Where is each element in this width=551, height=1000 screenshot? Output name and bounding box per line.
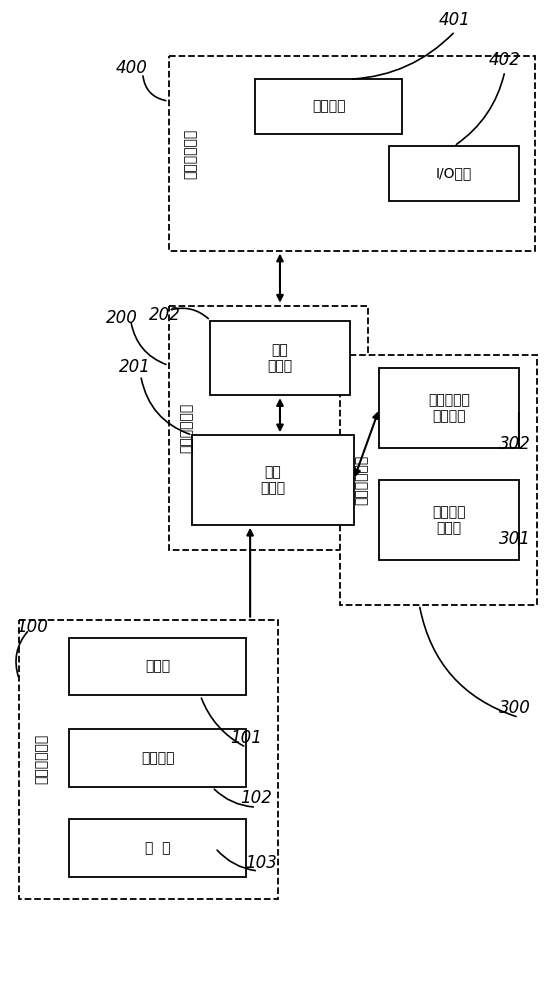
Text: 图像处理及
分析程序: 图像处理及 分析程序: [428, 393, 470, 423]
Text: 101: 101: [230, 729, 262, 747]
Bar: [192, 435, 354, 525]
Bar: [390, 146, 519, 201]
Bar: [19, 620, 278, 899]
Bar: [339, 355, 537, 605]
Text: 102: 102: [240, 789, 272, 807]
Text: 202: 202: [149, 306, 181, 324]
Text: 401: 401: [439, 11, 471, 29]
Bar: [380, 368, 519, 448]
Text: 201: 201: [119, 358, 150, 376]
Text: 100: 100: [17, 618, 48, 636]
Bar: [69, 638, 246, 695]
Text: 图像处理
函数库: 图像处理 函数库: [433, 505, 466, 535]
Text: 301: 301: [499, 530, 531, 548]
Bar: [169, 306, 368, 550]
Text: I/O接口: I/O接口: [436, 166, 472, 180]
Text: 通信接口单元: 通信接口单元: [183, 128, 197, 179]
Bar: [210, 320, 350, 395]
Text: 光学系统: 光学系统: [141, 751, 174, 765]
Text: 传感器: 传感器: [145, 660, 170, 674]
Text: 图络接口: 图络接口: [312, 100, 345, 114]
Text: 图像
存储器: 图像 存储器: [267, 343, 293, 373]
Text: 图像
处理器: 图像 处理器: [261, 465, 285, 495]
Text: 200: 200: [106, 309, 138, 327]
Text: 402: 402: [489, 51, 521, 69]
Bar: [69, 819, 246, 877]
Bar: [380, 480, 519, 560]
Text: 图像处理软件: 图像处理软件: [354, 455, 369, 505]
Bar: [69, 729, 246, 787]
Text: 图像处理单元: 图像处理单元: [180, 403, 193, 453]
Text: 103: 103: [245, 854, 277, 872]
Text: 照  明: 照 明: [145, 841, 170, 855]
Text: 302: 302: [499, 435, 531, 453]
Bar: [255, 79, 402, 134]
Text: 图像采集单元: 图像采集单元: [34, 734, 48, 784]
Text: 300: 300: [499, 699, 531, 717]
Bar: [169, 56, 534, 251]
Text: 400: 400: [116, 59, 148, 77]
